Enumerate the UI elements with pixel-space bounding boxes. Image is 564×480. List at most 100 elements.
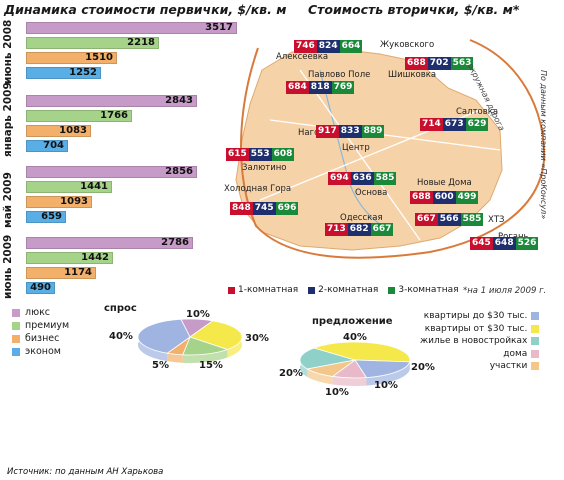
supply-pie-title: предложение — [312, 316, 393, 327]
bar-бизнес: 1510 — [26, 52, 117, 64]
bar-премиум: 2218 — [26, 37, 159, 49]
demand-pct-40: 40% — [109, 331, 133, 342]
price-1-room: 684 — [286, 81, 309, 94]
price-1-room: 694 — [328, 172, 351, 185]
business-swatch-icon — [12, 334, 20, 343]
district-label-odesskaya: Одесская — [340, 213, 383, 223]
district-label-zhukovskogo: Жуковского — [380, 40, 435, 50]
supply-pct-10-left: 10% — [325, 387, 349, 398]
price-box: 746 824 664 — [294, 40, 363, 53]
bar-люкс: 2856 — [26, 166, 197, 178]
legend-3-room-label: 3-комнатная — [398, 285, 459, 295]
bar-value-label: 1441 — [80, 181, 108, 192]
price-box: 684 818 769 — [286, 81, 355, 94]
demand-pie-slice — [189, 320, 243, 350]
primary-market-title: Динамика стоимости первички, $/кв. м — [4, 2, 287, 17]
legend-business: бизнес — [12, 332, 69, 345]
supply-legend-d-label: дома — [503, 348, 528, 359]
bar-value-label: 704 — [43, 140, 64, 151]
bar-value-label: 490 — [30, 282, 51, 293]
district-label-pavlovo: Павлово Поле — [308, 70, 371, 80]
bar-value-label: 1083 — [59, 125, 87, 136]
demand-pie-title: спрос — [104, 303, 137, 314]
district-label-osnova: Основа — [355, 188, 388, 198]
price-3-room: 667 — [370, 223, 394, 236]
price-2-room: 600 — [432, 191, 456, 204]
lightblue-swatch-icon — [531, 312, 540, 321]
legend-business-label: бизнес — [25, 333, 60, 344]
period-label: июнь 2008 — [2, 19, 14, 84]
price-1-room: 645 — [470, 237, 493, 250]
bar-эконом: 490 — [26, 282, 55, 294]
legend-premium: премиум — [12, 319, 69, 332]
supply-legend-a: квартиры до $30 тыс. — [420, 310, 540, 323]
red-swatch-icon — [228, 286, 235, 294]
supply-legend-c: жилье в новостройках — [420, 335, 540, 348]
bar-бизнес: 1083 — [26, 125, 91, 137]
lux-swatch-icon — [12, 308, 20, 317]
bar-value-label: 659 — [41, 211, 62, 222]
price-box: 667 566 585 — [415, 213, 484, 226]
yellow-swatch-icon — [531, 324, 540, 333]
price-1-room: 917 — [316, 125, 339, 138]
demand-pie-slice-side — [138, 319, 181, 362]
supply-pct-20-right: 20% — [411, 362, 435, 373]
supply-legend-e-label: участки — [489, 361, 528, 372]
price-box: 713 682 667 — [325, 223, 394, 236]
price-3-room: 563 — [450, 57, 474, 70]
bar-value-label: 1174 — [64, 267, 92, 278]
demand-pie-slice — [182, 336, 229, 356]
period-label: июнь 2009 — [2, 234, 14, 299]
price-2-room: 702 — [427, 57, 451, 70]
supply-pie-slice-side — [314, 342, 410, 370]
price-box: 848 745 696 — [230, 202, 299, 215]
peach-swatch-icon — [531, 362, 540, 371]
price-2-room: 648 — [492, 237, 516, 250]
room-type-legend: 1-комнатная 2-комнатная 3-комнатная — [228, 285, 459, 295]
pink-swatch-icon — [531, 349, 540, 358]
price-3-room: 769 — [331, 81, 355, 94]
demand-pie-slice-side — [212, 320, 242, 358]
supply-pie-slice-side — [332, 376, 367, 386]
price-2-room: 682 — [347, 223, 371, 236]
demand-pie-slice-side — [167, 353, 183, 363]
price-box: 694 636 585 — [328, 172, 397, 185]
price-box: 714 673 629 — [420, 118, 489, 131]
price-1-room: 688 — [405, 57, 428, 70]
building — [228, 406, 236, 436]
demand-pie-slice — [180, 318, 214, 338]
price-3-room: 629 — [465, 118, 489, 131]
supply-pie-slice — [354, 359, 411, 379]
supply-pie-slice — [331, 359, 368, 379]
supply-pct-40: 40% — [343, 332, 367, 343]
price-3-room: 499 — [455, 191, 479, 204]
bar-люкс: 2786 — [26, 237, 193, 249]
map-labels: Алексеевка Жуковского Павлово Поле Шишковка… — [222, 22, 564, 284]
demand-pie-slice-side — [180, 319, 213, 329]
supply-legend-d: дома — [420, 348, 540, 361]
source-note: Источник: по данным АН Харькова — [4, 467, 167, 477]
bar-value-label: 1510 — [85, 52, 113, 63]
price-3-room: 608 — [271, 148, 295, 161]
demand-pct-5: 5% — [152, 360, 169, 371]
bar-эконом: 1252 — [26, 67, 101, 79]
bar-value-label: 2856 — [165, 166, 193, 177]
demand-pie-slice — [137, 318, 191, 354]
price-1-room: 667 — [415, 213, 438, 226]
supply-pie-slice — [299, 347, 356, 370]
price-2-room: 566 — [437, 213, 461, 226]
teal-swatch-icon — [531, 337, 540, 346]
supply-pie-slice-side — [307, 369, 333, 385]
building — [470, 398, 480, 434]
bar-value-label: 2218 — [127, 37, 155, 48]
supply-pct-10-right: 10% — [374, 380, 398, 391]
price-box: 688 702 563 — [405, 57, 474, 70]
price-3-room: 526 — [515, 237, 539, 250]
legend-2-room: 2-комнатная — [308, 285, 378, 295]
supply-legend: квартиры до $30 тыс. квартиры от $30 тыс… — [420, 310, 540, 373]
legend-economy: эконом — [12, 345, 69, 358]
price-2-room: 745 — [252, 202, 276, 215]
price-1-room: 714 — [420, 118, 443, 131]
legend-lux-label: люкс — [25, 307, 51, 318]
green-swatch-icon — [388, 286, 396, 294]
